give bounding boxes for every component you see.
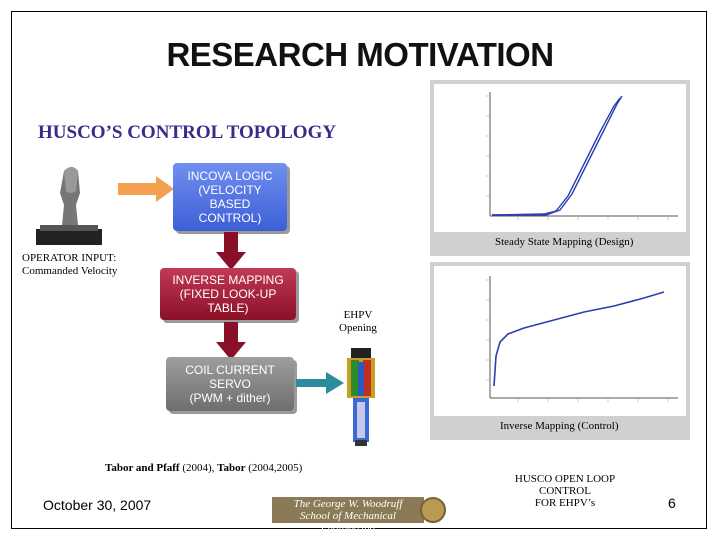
operator-input-line2: Commanded Velocity	[22, 265, 118, 277]
incova-logic-box: INCOVA LOGIC (VELOCITY BASED CONTROL)	[173, 163, 287, 231]
incova-line1: INCOVA LOGIC	[187, 169, 273, 183]
operator-input-line1: OPERATOR INPUT:	[22, 252, 117, 264]
school-seal-icon	[420, 497, 446, 523]
coil-line2: SERVO	[209, 377, 251, 391]
reference-citation: Tabor and Pfaff (2004), Tabor (2004,2005…	[105, 462, 302, 474]
inverse-line3: TABLE)	[207, 301, 249, 315]
husco-open-loop-line2: FOR EHPV’s	[534, 497, 596, 509]
footer-date: October 30, 2007	[43, 497, 152, 513]
ref-author-2: Tabor	[217, 462, 246, 474]
operator-input-label: OPERATOR INPUT: Commanded Velocity	[22, 252, 117, 278]
inverse-mapping-box: INVERSE MAPPING (FIXED LOOK-UP TABLE)	[160, 268, 296, 320]
page-number: 6	[668, 495, 676, 511]
husco-open-loop-line1: HUSCO OPEN LOOP CONTROL	[514, 473, 616, 497]
red-arrow-down-icon	[216, 232, 246, 270]
school-logo: The George W. Woodruff School of Mechani…	[272, 497, 424, 534]
school-line1: The George W. Woodruff	[293, 498, 403, 510]
slide-title: RESEARCH MOTIVATION	[166, 36, 554, 73]
coil-current-servo-box: COIL CURRENT SERVO (PWM + dither)	[166, 357, 294, 411]
ref-year-1: (2004),	[179, 462, 218, 474]
ref-year-2: (2004,2005)	[245, 462, 303, 474]
ehpv-line2: Opening	[339, 322, 377, 334]
ref-author-1: Tabor and Pfaff	[105, 462, 180, 474]
inverse-line2: (FIXED LOOK-UP	[179, 287, 277, 301]
ehpv-opening-label: EHPV Opening	[339, 309, 377, 335]
coil-line3: (PWM + dither)	[189, 391, 271, 405]
red-arrow-down-icon-2	[216, 322, 246, 360]
ehpv-line1: EHPV	[343, 309, 373, 321]
coil-line1: COIL CURRENT	[185, 363, 275, 377]
incova-line4: CONTROL)	[198, 211, 262, 225]
steady-state-plot: Steady State Mapping (Design)	[430, 80, 690, 256]
inverse-mapping-caption: Inverse Mapping (Control)	[500, 420, 619, 432]
incova-line2: (VELOCITY	[198, 183, 262, 197]
inverse-mapping-chart	[486, 276, 678, 402]
orange-arrow-icon	[118, 176, 174, 202]
joystick-icon	[36, 167, 102, 245]
ehpv-valve-icon	[347, 348, 375, 446]
slide-subtitle: HUSCO’S CONTROL TOPOLOGY	[38, 122, 337, 143]
steady-state-chart	[486, 92, 678, 220]
husco-open-loop-label: HUSCO OPEN LOOP CONTROL FOR EHPV’s	[490, 473, 640, 509]
incova-line3: BASED	[209, 197, 251, 211]
teal-arrow-icon	[296, 372, 344, 394]
inverse-line1: INVERSE MAPPING	[172, 273, 284, 287]
inverse-mapping-plot: Inverse Mapping (Control)	[430, 262, 690, 440]
school-line2: School of Mechanical Engineering	[300, 510, 396, 534]
steady-state-caption: Steady State Mapping (Design)	[495, 236, 634, 248]
slide-frame	[11, 11, 707, 529]
